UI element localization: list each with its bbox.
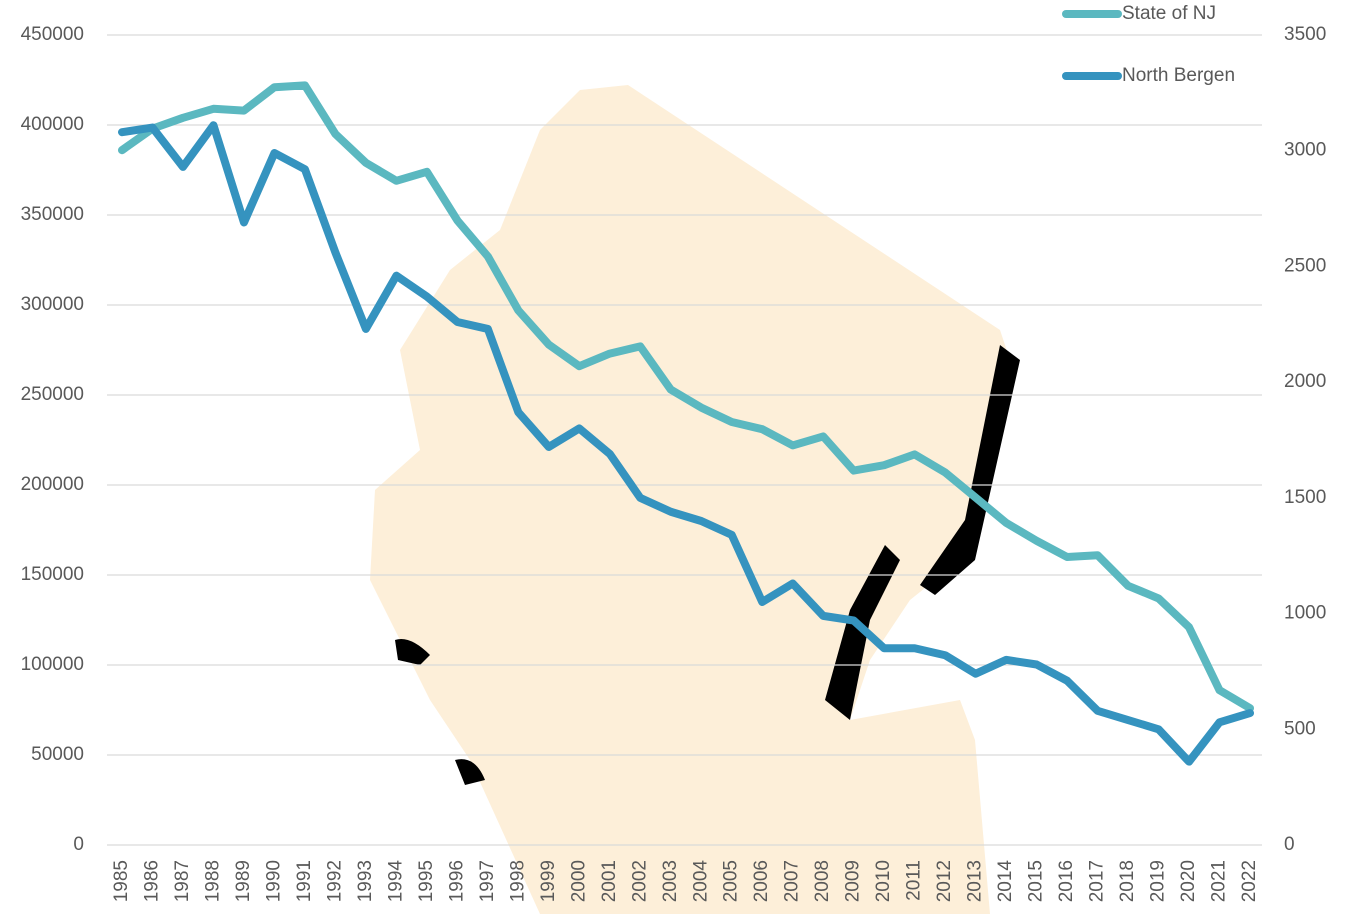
- x-tick-label: 1996: [446, 860, 467, 902]
- map-coast: [395, 345, 1020, 785]
- y2-tick-label: 2500: [1284, 255, 1326, 276]
- x-tick-label: 2000: [568, 860, 589, 902]
- x-tick-label: 2010: [873, 860, 894, 902]
- y-tick-label: 450000: [21, 24, 84, 45]
- y2-tick-label: 1000: [1284, 603, 1326, 624]
- x-tick-label: 2020: [1178, 860, 1199, 902]
- y2-tick-label: 1500: [1284, 487, 1326, 508]
- y2-tick-label: 0: [1284, 834, 1295, 855]
- x-tick-label: 1992: [324, 860, 345, 902]
- x-tick-label: 2013: [965, 860, 986, 902]
- x-tick-label: 2015: [1026, 860, 1047, 902]
- x-tick-label: 1994: [385, 860, 406, 903]
- x-tick-label: 2017: [1087, 860, 1108, 902]
- x-tick-label: 1993: [355, 860, 376, 902]
- x-tick-label: 1987: [172, 860, 193, 902]
- y-tick-label: 250000: [21, 384, 84, 405]
- x-tick-label: 1995: [416, 860, 437, 902]
- legend-label: North Bergen: [1122, 65, 1235, 86]
- x-tick-label: 2003: [660, 860, 681, 902]
- y2-tick-label: 3000: [1284, 140, 1326, 161]
- y-tick-label: 50000: [31, 744, 84, 765]
- x-tick-label: 2002: [629, 860, 650, 902]
- x-tick-label: 2007: [782, 860, 803, 902]
- series-line: [118, 81, 1254, 713]
- y-tick-label: 100000: [21, 654, 84, 675]
- x-tick-label: 2005: [721, 860, 742, 902]
- y2-tick-label: 2000: [1284, 371, 1326, 392]
- y-tick-label: 200000: [21, 474, 84, 495]
- x-tick-label: 1988: [202, 860, 223, 902]
- x-tick-label: 2011: [904, 860, 925, 901]
- x-tick-label: 1998: [507, 860, 528, 902]
- series-line: [118, 121, 1254, 766]
- x-tick-label: 1990: [263, 860, 284, 902]
- x-tick-label: 2021: [1209, 860, 1230, 902]
- x-tick-label: 2001: [599, 860, 620, 902]
- map-background: [370, 85, 1010, 914]
- x-tick-label: 2018: [1117, 860, 1138, 902]
- x-tick-label: 2016: [1056, 860, 1077, 902]
- x-tick-label: 1985: [111, 860, 132, 902]
- x-tick-label: 1999: [538, 860, 559, 902]
- x-tick-label: 2009: [843, 860, 864, 902]
- x-tick-label: 2004: [690, 860, 711, 903]
- x-tick-label: 2012: [934, 860, 955, 902]
- x-tick-label: 1997: [477, 860, 498, 902]
- y-tick-label: 150000: [21, 564, 84, 585]
- x-tick-label: 1986: [142, 860, 163, 902]
- y2-tick-label: 500: [1284, 718, 1316, 739]
- y-tick-label: 300000: [21, 294, 84, 315]
- x-tick-label: 2022: [1239, 860, 1260, 902]
- y-tick-label: 350000: [21, 204, 84, 225]
- y-tick-label: 0: [73, 834, 84, 855]
- x-tick-label: 2014: [995, 860, 1016, 903]
- legend-label: State of NJ: [1122, 3, 1216, 24]
- x-tick-label: 2008: [812, 860, 833, 902]
- y-tick-label: 400000: [21, 114, 84, 135]
- x-tick-label: 2006: [751, 860, 772, 902]
- x-tick-label: 1989: [233, 860, 254, 902]
- x-tick-label: 1991: [294, 860, 315, 902]
- x-tick-label: 2019: [1148, 860, 1169, 902]
- y2-tick-label: 3500: [1284, 24, 1326, 45]
